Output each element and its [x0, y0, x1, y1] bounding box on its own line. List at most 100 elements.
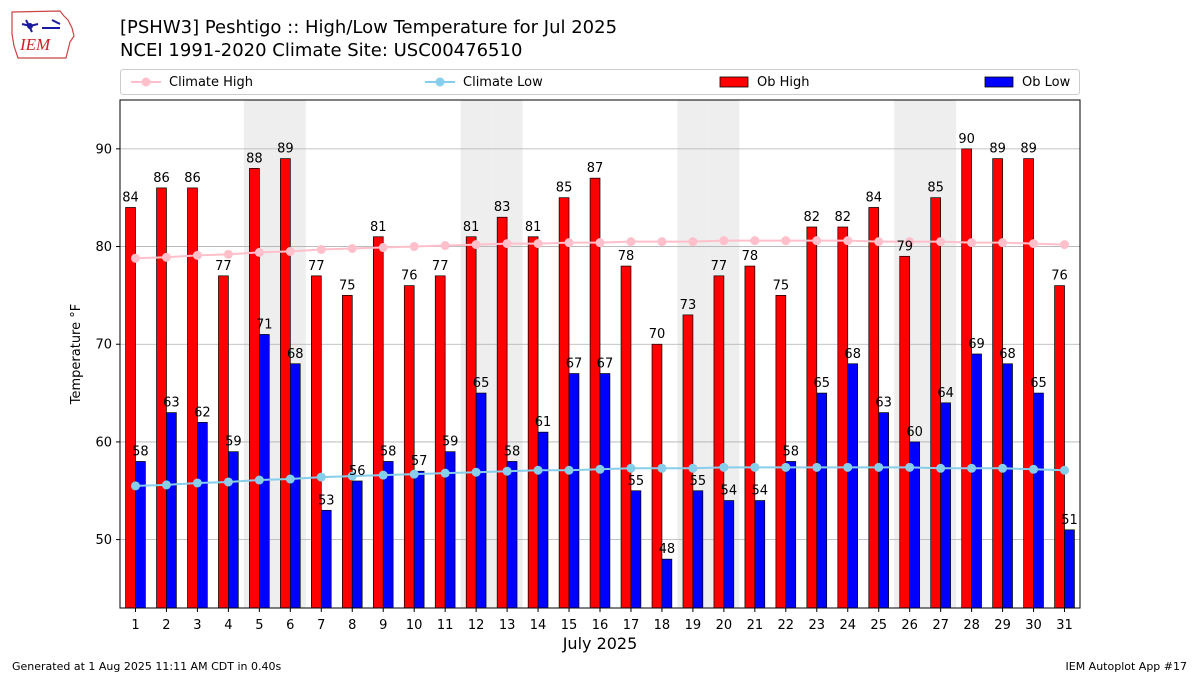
chart-title: [PSHW3] Peshtigo :: High/Low Temperature… — [120, 17, 618, 38]
x-tick-label: 18 — [654, 618, 671, 633]
ob-high-bar — [403, 285, 415, 609]
climate-low-point — [440, 468, 450, 478]
x-tick-label: 3 — [193, 618, 201, 633]
ob-low-bar — [506, 461, 518, 609]
climate-low-point — [812, 462, 822, 472]
ob-high-bar — [682, 314, 694, 609]
ob-low-label: 55 — [690, 474, 707, 489]
ob-high-label: 89 — [277, 142, 294, 157]
ob-low-label: 69 — [968, 337, 985, 352]
ob-high-label: 85 — [927, 181, 944, 196]
ob-low-bar — [692, 490, 704, 609]
ob-high-bar — [930, 197, 941, 609]
ob-low-bar — [1064, 529, 1075, 609]
climate-high-point — [843, 236, 853, 246]
ob-low-label: 58 — [380, 444, 397, 459]
ob-low-label: 59 — [442, 435, 459, 450]
legend-label: Ob High — [757, 74, 810, 90]
ob-low-bar — [413, 470, 425, 609]
climate-low-point — [967, 463, 977, 473]
climate-low-point — [1029, 464, 1039, 474]
climate-high-point — [440, 241, 450, 251]
x-tick-label: 15 — [561, 618, 578, 633]
ob-low-label: 48 — [659, 542, 676, 557]
legend-climate-high: Climate High — [131, 70, 253, 94]
climate-high-point — [719, 236, 729, 246]
climate-high-point — [688, 237, 698, 247]
x-tick-label: 7 — [317, 618, 325, 633]
y-tick-label: 90 — [95, 142, 112, 157]
ob-low-bar — [785, 461, 797, 609]
x-tick-label: 20 — [716, 618, 733, 633]
climate-low-point — [688, 463, 698, 473]
x-tick-label: 10 — [406, 618, 423, 633]
ob-high-bar — [496, 216, 508, 609]
legend-label: Climate Low — [463, 74, 543, 90]
ob-high-bar — [992, 158, 1003, 609]
ob-low-bar — [847, 363, 859, 609]
ob-high-label: 76 — [1051, 269, 1068, 284]
ob-low-bar — [723, 500, 735, 609]
climate-low-point — [719, 462, 729, 472]
ob-low-label: 59 — [225, 435, 242, 450]
ob-low-label: 68 — [287, 347, 304, 362]
logo-text: IEM — [19, 35, 51, 54]
x-tick-label: 29 — [994, 618, 1011, 633]
x-tick-label: 28 — [963, 618, 980, 633]
climate-low-point — [502, 466, 512, 476]
x-axis-label: July 2025 — [562, 634, 638, 653]
ob-low-label: 63 — [163, 396, 180, 411]
ob-low-label: 71 — [256, 317, 273, 332]
ob-high-bar — [837, 226, 849, 609]
ob-low-label: 54 — [721, 484, 738, 499]
ob-low-label: 63 — [875, 396, 892, 411]
climate-high-point — [998, 238, 1008, 248]
ob-low-bar — [1002, 363, 1013, 609]
ob-low-bar — [228, 451, 239, 609]
ob-low-bar — [599, 373, 611, 609]
ob-high-label: 70 — [649, 327, 666, 342]
ob-low-label: 62 — [194, 405, 211, 420]
ob-high-bar — [372, 236, 384, 609]
climate-high-marker-icon — [131, 77, 161, 87]
ob-high-label: 77 — [308, 259, 325, 274]
iem-logo: IEM — [11, 10, 75, 59]
climate-low-point — [750, 462, 760, 472]
climate-low-point — [905, 462, 915, 472]
ob-low-label: 65 — [473, 376, 490, 391]
climate-high-point — [750, 236, 760, 246]
ob-high-swatch-icon — [719, 76, 749, 88]
ob-low-label: 68 — [999, 347, 1016, 362]
ob-high-label: 86 — [184, 171, 201, 186]
ob-high-bar — [249, 168, 260, 609]
chart-subtitle: NCEI 1991-2020 Climate Site: USC00476510 — [120, 40, 523, 61]
y-tick-label: 60 — [95, 435, 112, 450]
climate-high-point — [285, 246, 295, 256]
climate-low-point — [409, 469, 419, 479]
ob-high-bar — [125, 207, 136, 609]
ob-low-label: 67 — [597, 357, 614, 372]
ob-high-label: 82 — [835, 210, 852, 225]
climate-low-point — [595, 464, 605, 474]
ob-low-label: 67 — [566, 357, 583, 372]
ob-high-bar — [713, 275, 725, 609]
ob-high-bar — [280, 158, 291, 609]
legend-ob-high: Ob High — [719, 70, 810, 94]
ob-low-bar — [661, 558, 673, 609]
ob-low-bar — [166, 412, 177, 609]
climate-high-point — [781, 236, 791, 246]
y-tick-label: 80 — [95, 240, 112, 255]
climate-low-point — [626, 463, 636, 473]
ob-low-bar — [630, 490, 642, 609]
x-tick-label: 4 — [224, 618, 232, 633]
climate-high-point — [347, 243, 357, 253]
ob-low-swatch-icon — [984, 76, 1014, 88]
ob-high-label: 78 — [618, 249, 635, 264]
x-tick-label: 11 — [437, 618, 454, 633]
legend-ob-low: Ob Low — [984, 70, 1070, 94]
ob-low-label: 68 — [844, 347, 861, 362]
legend-label: Ob Low — [1022, 74, 1071, 90]
x-tick-label: 21 — [747, 618, 764, 633]
ob-high-bar — [961, 148, 972, 609]
x-tick-label: 8 — [348, 618, 356, 633]
